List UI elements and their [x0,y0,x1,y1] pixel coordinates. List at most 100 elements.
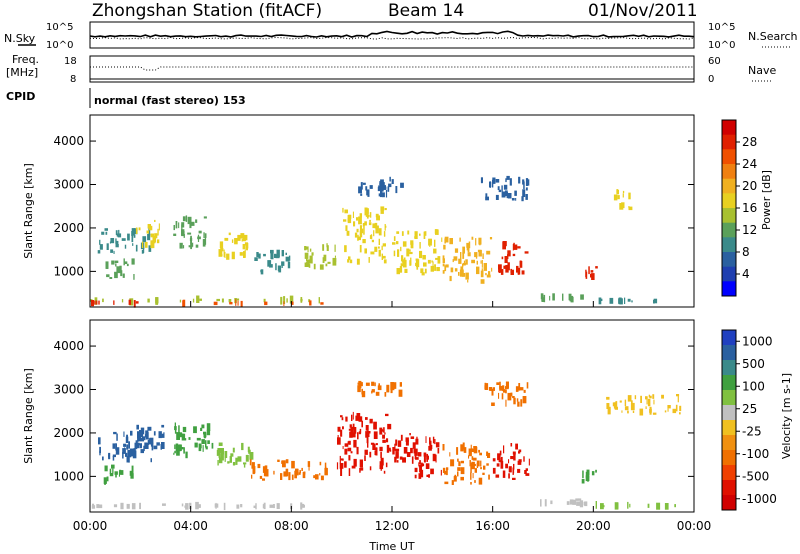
heatmap-cell [181,224,183,232]
colorbar-tick-label: 28 [742,135,757,149]
heatmap-cell [99,451,101,456]
heatmap-cell [185,215,188,222]
heatmap-cell [515,386,519,392]
heatmap-cell [177,444,181,452]
heatmap-cell [381,253,383,260]
heatmap-cell [475,252,478,259]
heatmap-cell [401,255,404,262]
heatmap-cell [501,185,503,192]
colorbar-tick-label: 24 [742,157,757,171]
heatmap-cell [478,449,480,453]
heatmap-cell [645,406,647,409]
heatmap-cell [143,445,145,452]
heatmap-cell [498,268,502,272]
heatmap-cell [145,433,147,437]
heatmap-cell [515,198,517,201]
heatmap-cell [418,462,420,467]
colorbar-tick-label: 25 [742,402,757,416]
heatmap-cell [442,255,445,260]
heatmap-cell [360,193,363,196]
heatmap-cell [206,423,211,431]
heatmap-cell [392,382,397,389]
heatmap-cell [326,245,329,251]
heatmap-cell [156,239,160,244]
heatmap-cell [460,444,464,452]
heatmap-cell [353,427,357,434]
heatmap-cell [418,473,422,479]
nsearch-series-line [89,36,695,40]
heatmap-cell [521,270,525,275]
heatmap-cell [378,249,381,257]
heatmap-cell [364,248,367,254]
heatmap-cell [242,237,246,242]
heatmap-cell [148,245,152,252]
x-tick-label: 04:00 [173,519,208,533]
heatmap-cell [362,223,365,227]
heatmap-cell [196,295,200,303]
heatmap-cell [624,297,626,304]
heatmap-cell [442,270,445,274]
heatmap-cell [369,466,372,471]
heatmap-cell [459,237,461,242]
heatmap-cell [105,231,108,235]
heatmap-cell [435,454,437,463]
heatmap-cell [207,440,210,444]
heatmap-cell [496,463,500,467]
heatmap-cell [180,447,182,452]
heatmap-cell [624,399,627,406]
heatmap-cell [283,296,286,304]
heatmap-cell [465,272,469,280]
heatmap-cell [609,297,614,304]
heatmap-cell [365,417,368,420]
heatmap-cell [229,302,233,305]
heatmap-cell [422,255,426,260]
heatmap-cell [197,234,200,242]
heatmap-cell [463,260,465,264]
heatmap-cell [512,396,515,399]
heatmap-cell [647,503,650,508]
colorbar-segment [722,480,736,496]
heatmap-cell [362,239,366,244]
heatmap-cell [203,216,207,219]
heatmap-cell [454,474,457,479]
heatmap-cell [649,395,652,399]
heatmap-cell [445,264,449,268]
heatmap-cell [241,239,243,242]
heatmap-cell [627,395,632,402]
heatmap-cell [350,451,353,454]
heatmap-cell [340,458,344,461]
heatmap-cell [462,263,464,267]
heatmap-cell [541,297,545,302]
heatmap-cell [134,228,138,235]
heatmap-cell [522,189,526,197]
heatmap-cell [181,222,185,228]
heatmap-cell [340,468,343,476]
heatmap-cell [111,464,115,469]
heatmap-cell [471,259,475,264]
heatmap-cell [360,467,364,471]
colorbar-segment [722,134,736,150]
heatmap-cell [235,457,238,465]
heatmap-cell [613,402,616,409]
heatmap-cell [315,474,319,480]
heatmap-cell [264,301,268,306]
heatmap-cell [379,181,381,185]
heatmap-cell [324,467,328,476]
nsky-series-line [89,30,695,38]
heatmap-cell [348,216,351,219]
heatmap-cell [467,252,471,257]
heatmap-cell [619,400,622,403]
heatmap-cell [281,261,285,266]
heatmap-cell [517,468,521,473]
heatmap-cell [109,277,113,279]
heatmap-cell [205,440,207,448]
heatmap-cell [462,252,465,259]
heatmap-cell [525,194,528,200]
heatmap-cell [287,261,291,269]
heatmap-cell [382,434,385,439]
heatmap-cell [356,217,359,221]
heatmap-cell [128,441,130,449]
heatmap-cell [104,481,106,485]
heatmap-cell [199,298,202,301]
